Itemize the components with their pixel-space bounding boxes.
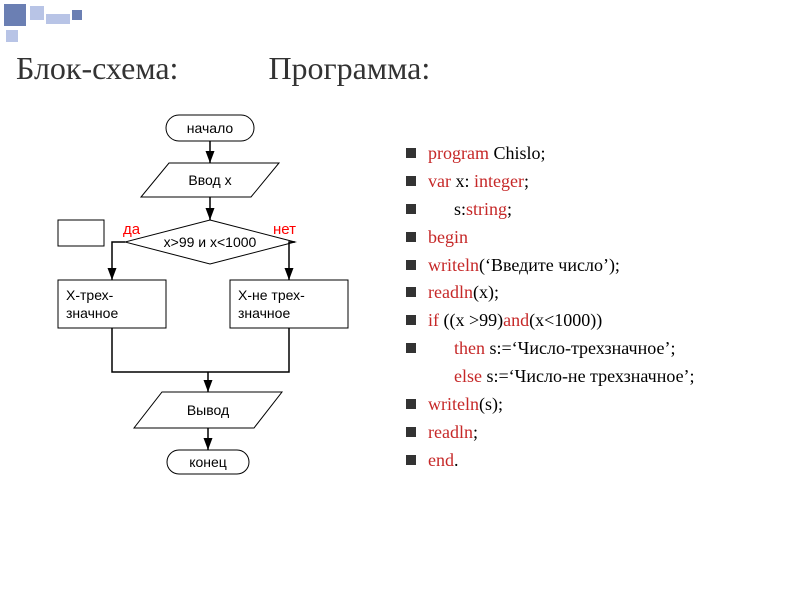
- code-text: ;: [524, 171, 529, 191]
- code-line-content: if ((x >99)and(x<1000)): [428, 310, 602, 330]
- code-line: var x: integer;: [400, 168, 790, 196]
- code-keyword: then: [454, 338, 485, 358]
- svg-text:Вывод: Вывод: [187, 402, 229, 418]
- svg-text:да: да: [123, 221, 141, 238]
- code-text: ;: [473, 422, 478, 442]
- svg-text:нет: нет: [273, 221, 296, 238]
- code-text: s:=‘Число-не трехзначное’;: [482, 366, 695, 386]
- deco-square: [72, 10, 82, 20]
- code-line: writeln(s);: [400, 391, 790, 419]
- code-keyword: else: [454, 366, 482, 386]
- code-keyword: readln: [428, 422, 473, 442]
- code-line-content: var x: integer;: [428, 171, 529, 191]
- code-text: (‘Введите число’);: [479, 255, 620, 275]
- svg-text:X-не трех-: X-не трех-: [238, 287, 305, 303]
- code-line: readln;: [400, 419, 790, 447]
- code-line: begin: [400, 224, 790, 252]
- code-keyword: program: [428, 143, 493, 163]
- svg-text:x>99 и x<1000: x>99 и x<1000: [164, 234, 257, 250]
- flowchart-svg: началоВвод xx>99 и x<1000X-трех-значноеX…: [40, 110, 380, 530]
- code-line: writeln(‘Введите число’);: [400, 252, 790, 280]
- code-line: then s:=‘Число-трехзначное’;else s:=‘Чис…: [400, 335, 790, 391]
- flowchart: началоВвод xx>99 и x<1000X-трех-значноеX…: [40, 110, 380, 530]
- svg-text:X-трех-: X-трех-: [66, 287, 114, 303]
- code-keyword: string: [466, 199, 507, 219]
- code-line-content: readln(x);: [428, 282, 499, 302]
- node-yes-aux: [58, 220, 104, 246]
- code-line-content: readln;: [428, 422, 478, 442]
- code-line-content: writeln(s);: [428, 394, 503, 414]
- code-list: program Chislo;var x: integer;s:string;b…: [400, 140, 790, 475]
- title-right: Программа:: [268, 50, 430, 87]
- code-line-content: then s:=‘Число-трехзначное’;: [428, 338, 675, 358]
- node-condition: x>99 и x<1000: [125, 220, 295, 264]
- deco-square: [6, 30, 18, 42]
- code-line-content: s:string;: [428, 199, 512, 219]
- deco-square: [30, 6, 44, 20]
- code-line-content: begin: [428, 227, 468, 247]
- code-keyword: writeln: [428, 255, 479, 275]
- code-text: ((x >99): [439, 310, 503, 330]
- title-left: Блок-схема:: [16, 50, 178, 87]
- code-line-content: program Chislo;: [428, 143, 546, 163]
- code-text: .: [454, 450, 459, 470]
- code-line-content: writeln(‘Введите число’);: [428, 255, 620, 275]
- code-line: end.: [400, 447, 790, 475]
- code-text: (x<1000)): [529, 310, 602, 330]
- code-text: Chislo;: [493, 143, 545, 163]
- code-keyword: and: [503, 310, 529, 330]
- code-keyword: readln: [428, 282, 473, 302]
- node-start: начало: [166, 115, 254, 141]
- deco-square: [4, 4, 26, 26]
- svg-text:значное: значное: [238, 305, 290, 321]
- code-keyword: begin: [428, 227, 468, 247]
- node-output: Вывод: [134, 392, 282, 428]
- code-line-content: end.: [428, 450, 459, 470]
- code-keyword: writeln: [428, 394, 479, 414]
- deco-square: [46, 14, 70, 24]
- node-no-box: X-не трех-значное: [230, 280, 348, 328]
- page: Блок-схема: Программа: начало Ввод x x>99 …: [0, 0, 800, 600]
- svg-text:Ввод x: Ввод x: [188, 172, 231, 188]
- node-end: конец: [167, 450, 249, 474]
- titles-row: Блок-схема: Программа:: [16, 50, 430, 87]
- code-keyword: end: [428, 450, 454, 470]
- code-line: readln(x);: [400, 279, 790, 307]
- code-line: program Chislo;: [400, 140, 790, 168]
- code-text: s:: [454, 199, 466, 219]
- code-text: x:: [455, 171, 474, 191]
- code-keyword: if: [428, 310, 439, 330]
- code-text: (s);: [479, 394, 503, 414]
- node-input: Ввод x: [141, 163, 279, 197]
- code-text: (x);: [473, 282, 499, 302]
- svg-text:начало: начало: [187, 120, 234, 136]
- svg-text:значное: значное: [66, 305, 118, 321]
- code-text: s:=‘Число-трехзначное’;: [485, 338, 675, 358]
- code-keyword: var: [428, 171, 455, 191]
- node-yes-box: X-трех-значное: [58, 280, 166, 328]
- program-code: program Chislo;var x: integer;s:string;b…: [400, 140, 790, 475]
- code-line: if ((x >99)and(x<1000)): [400, 307, 790, 335]
- code-keyword: integer: [474, 171, 524, 191]
- svg-text:конец: конец: [189, 454, 227, 470]
- code-line: s:string;: [400, 196, 790, 224]
- code-line-continuation: else s:=‘Число-не трехзначное’;: [428, 363, 790, 391]
- code-text: ;: [507, 199, 512, 219]
